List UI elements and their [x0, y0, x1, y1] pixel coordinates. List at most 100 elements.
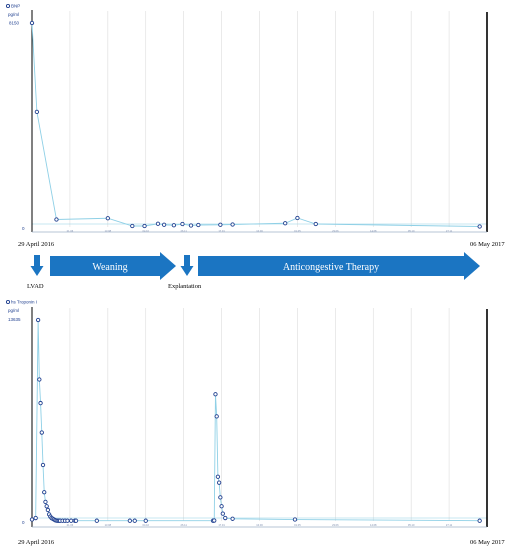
- top-x-tick-label: 04.10: [143, 229, 150, 233]
- bottom-data-point: [65, 518, 70, 523]
- top-data-point: [161, 222, 167, 227]
- troponin-title: hs Troponin I: [11, 300, 37, 305]
- bottom-data-point: [127, 518, 133, 523]
- event-lvad: LVAD: [27, 283, 44, 290]
- bottom-data-point: [220, 511, 225, 516]
- top-x-tick-label: 14.08: [370, 229, 377, 233]
- bottom-data-point: [143, 518, 148, 523]
- top-data-point: [105, 216, 110, 221]
- bottom-data-point: [73, 518, 79, 523]
- bottom-data-point: [212, 518, 217, 523]
- bottom-data-point: [94, 518, 99, 523]
- troponin-chart: hs Troponin I pg/ml 13635 0 21.06 13.08 04…: [5, 299, 488, 528]
- bottom-x-tick-label: 01.05: [294, 523, 301, 527]
- bottom-x-tick-label: 21.06: [67, 523, 74, 527]
- top-data-point: [283, 221, 288, 226]
- top-data-point: [230, 222, 235, 227]
- bottom-series-line: [31, 319, 480, 522]
- timeline-end-date: 06 May 2017: [470, 241, 505, 248]
- bnp-title: BNP: [11, 4, 20, 9]
- top-x-tick-label: 01.05: [294, 229, 301, 233]
- top-x-tick-label: 23.06: [332, 229, 339, 233]
- top-x-tick-label: 13.08: [105, 229, 112, 233]
- bottom-x-tick-label: 13.08: [105, 523, 112, 527]
- bottom-data-point: [214, 414, 219, 419]
- top-data-point: [180, 221, 185, 227]
- weaning-arrow: [50, 252, 176, 280]
- bottom-x-tick-label: 14.08: [370, 523, 377, 527]
- top-data-point: [477, 224, 482, 229]
- bnp-grid: [32, 11, 487, 227]
- bottom-x-tick-label: 27.11: [446, 523, 453, 527]
- top-data-point: [188, 223, 194, 228]
- troponin-y-tick-max: 13635: [8, 317, 21, 322]
- timeline-start-date: 29 April 2016: [18, 241, 55, 248]
- top-x-tick-label: 26.11: [181, 229, 188, 233]
- bottom-data-point: [216, 480, 222, 485]
- top-x-tick-label: 27.11: [446, 229, 453, 233]
- bottom-data-point: [68, 518, 74, 523]
- bottom-data-point: [35, 317, 41, 323]
- bottom-data-point: [38, 400, 43, 406]
- bottom-data-point: [42, 490, 47, 495]
- bottom-data-point: [37, 377, 42, 382]
- bnp-y-label: pg/ml: [8, 12, 19, 17]
- top-data-point: [155, 221, 161, 226]
- bottom-data-point: [44, 504, 49, 509]
- top-x-tick-label: 17.01: [218, 229, 225, 233]
- troponin-grid: [32, 308, 487, 521]
- bottom-end-date: 06 May 2017: [470, 539, 505, 546]
- anticongestive-arrow: [198, 252, 480, 280]
- bottom-start-date: 29 April 2016: [18, 539, 55, 546]
- timeline: 29 April 2016 06 May 2017 LVAD Weaning E…: [18, 241, 505, 290]
- bottom-data-point: [29, 517, 35, 522]
- troponin-series: [29, 317, 482, 523]
- bnp-y-tick-max: 8150: [9, 21, 20, 26]
- bottom-data-point: [477, 518, 482, 523]
- troponin-x-ticks: 21.06 13.08 04.10 26.11 17.01 10.03 01.05 23.06…: [67, 523, 453, 527]
- troponin-y-tick-min: 0: [22, 520, 25, 525]
- top-data-point: [34, 109, 40, 115]
- event-explantation: Explantation: [168, 283, 202, 290]
- bottom-x-tick-label: 04.10: [143, 523, 150, 527]
- bottom-x-tick-label: 17.01: [218, 523, 225, 527]
- bottom-data-point: [218, 495, 223, 500]
- lvad-down-arrow: [30, 255, 44, 276]
- bottom-data-point: [215, 474, 221, 479]
- top-data-point: [130, 223, 135, 229]
- bottom-data-point: [33, 515, 38, 521]
- top-series-line: [31, 22, 480, 227]
- bottom-x-tick-label: 26.11: [181, 523, 188, 527]
- bnp-series: [29, 20, 482, 229]
- top-data-point: [54, 217, 59, 222]
- bottom-data-point: [223, 515, 228, 521]
- bottom-x-tick-label: 05.10: [408, 523, 415, 527]
- bnp-legend-marker: [5, 3, 11, 9]
- bottom-data-point: [213, 392, 218, 397]
- bottom-data-point: [45, 507, 51, 513]
- top-data-point: [295, 215, 300, 221]
- phase-weaning: Weaning: [92, 262, 127, 273]
- troponin-y-label: pg/ml: [8, 308, 19, 313]
- top-data-point: [142, 223, 147, 229]
- bnp-y-tick-min: 0: [22, 226, 25, 231]
- top-x-tick-label: 10.03: [256, 229, 263, 233]
- bnp-x-ticks: 21.06 13.08 04.10 26.11 17.01 10.03 01.05 23.06…: [67, 229, 453, 233]
- top-x-tick-label: 05.10: [408, 229, 415, 233]
- top-data-point: [218, 222, 223, 227]
- bottom-data-point: [132, 518, 137, 523]
- troponin-legend-marker: [5, 299, 11, 305]
- bottom-x-tick-label: 23.06: [332, 523, 339, 527]
- phase-anticongestive: Anticongestive Therapy: [283, 262, 379, 273]
- top-x-tick-label: 21.06: [67, 229, 74, 233]
- top-data-point: [313, 221, 318, 227]
- bottom-data-point: [43, 499, 48, 504]
- bottom-data-point: [219, 504, 224, 509]
- bnp-chart: BNP pg/ml 8150 0 21.06 13.08 04.10 26.11 17.…: [5, 3, 488, 233]
- bottom-data-point: [40, 462, 46, 468]
- top-data-point: [171, 223, 177, 228]
- bottom-data-point: [292, 517, 298, 522]
- bottom-x-tick-label: 10.03: [256, 523, 263, 527]
- bottom-data-point: [39, 430, 44, 435]
